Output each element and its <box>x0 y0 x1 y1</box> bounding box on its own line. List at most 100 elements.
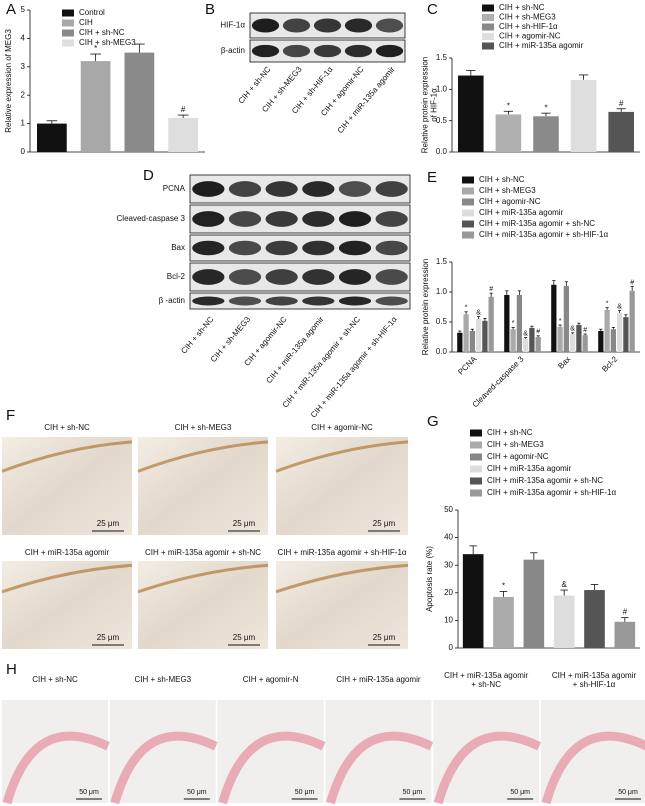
bar <box>570 334 576 352</box>
significance-mark: * <box>94 44 97 53</box>
legend-swatch <box>470 477 482 485</box>
legend-swatch <box>482 23 494 31</box>
significance-mark: # <box>630 279 634 286</box>
legend-swatch <box>462 220 474 228</box>
bar <box>582 335 588 352</box>
blot-band <box>265 240 298 256</box>
vessel-wall <box>541 731 645 805</box>
blot-band <box>375 296 408 306</box>
legend-swatch <box>62 29 74 37</box>
micrograph <box>138 437 268 535</box>
blot-band <box>192 269 225 285</box>
scale-label: 50 μm <box>403 789 423 796</box>
blot-lane-label: CIH + miR-135a agomir + sh-NC <box>281 315 363 410</box>
bar <box>469 331 475 352</box>
tissue-edge <box>137 563 269 594</box>
y-tick-label: 5 <box>21 5 26 14</box>
legend-label: CIH + miR-135a agomir <box>487 464 572 473</box>
micrograph-caption: CIH + agomir-NC <box>311 423 373 432</box>
panel-label: F <box>6 407 15 424</box>
blot-strip <box>189 262 411 292</box>
blot-band <box>344 44 373 58</box>
legend-label: CIH + miR-135a agomir + sh-NC <box>479 219 595 228</box>
micrograph-caption: CIH + miR-135a agomir <box>336 675 421 684</box>
bar <box>462 554 484 648</box>
y-tick-label: 3 <box>21 62 26 71</box>
bar <box>482 320 488 352</box>
blot-band <box>375 240 408 256</box>
legend-label: CIH + sh-MEG3 <box>479 186 536 195</box>
bar <box>535 337 541 352</box>
legend-label: CIH + sh-NC <box>499 3 545 12</box>
panel-label: D <box>143 167 154 184</box>
y-tick-label: 50 <box>444 505 453 514</box>
scale-label: 25 μm <box>373 519 396 528</box>
legend-swatch <box>62 9 74 17</box>
significance-mark: & <box>617 303 622 310</box>
blot-band <box>265 296 298 306</box>
scale-label: 25 μm <box>373 633 396 642</box>
bar <box>37 123 67 152</box>
blot-lane-label: CIH + sh-NC <box>179 315 215 356</box>
y-tick-label: 2 <box>21 90 26 99</box>
y-axis-label: Apoptosis rate (%) <box>425 546 434 612</box>
significance-mark: # <box>489 286 493 293</box>
legend-swatch <box>470 453 482 461</box>
blot-band <box>338 296 372 306</box>
blot-band <box>192 240 225 256</box>
scale-label: 50 μm <box>295 789 315 796</box>
bar <box>495 114 522 152</box>
panel-label: B <box>205 1 215 18</box>
y-tick-label: 0.0 <box>436 147 448 156</box>
significance-mark: * <box>559 318 562 325</box>
bar <box>457 332 463 352</box>
legend-label: CIH + miR-135a agomir + sh-HIF-1α <box>479 230 608 239</box>
y-tick-label: 4 <box>21 34 26 43</box>
panel-label: G <box>427 413 439 430</box>
y-tick-label: 0.5 <box>436 116 448 125</box>
significance-mark: * <box>606 300 609 307</box>
blot-band <box>192 211 225 227</box>
legend-swatch <box>62 39 74 47</box>
legend-swatch <box>470 489 482 497</box>
legend-swatch <box>482 42 494 50</box>
legend-label: CIH + sh-MEG3 <box>499 13 556 22</box>
panel-label: H <box>6 661 17 678</box>
blot-band <box>282 44 311 58</box>
bar <box>493 596 514 648</box>
bar <box>576 325 582 352</box>
bar <box>488 296 494 352</box>
legend-swatch <box>462 187 474 195</box>
micrograph-caption: CIH + miR-135a agomir + sh-HIF-1α <box>277 548 406 557</box>
significance-mark: * <box>512 320 515 327</box>
bar <box>510 329 516 352</box>
blot-row-label: β-actin <box>221 46 245 55</box>
blot-row-label: β -actin <box>159 296 185 305</box>
micrograph <box>2 700 108 803</box>
bar <box>168 117 198 152</box>
blot-band <box>302 240 335 256</box>
blot-row-label: Cleaved-caspase 3 <box>117 214 186 223</box>
blot-strip <box>189 174 411 204</box>
blot-row-label: HIF-1α <box>220 21 245 30</box>
micrograph <box>325 700 432 803</box>
blot-band <box>375 269 408 285</box>
legend-swatch <box>482 14 494 21</box>
y-tick-label: 1.0 <box>436 84 448 93</box>
blot-band <box>302 211 335 227</box>
legend-label: CIH + miR-135a agomir + sh-NC <box>487 476 603 485</box>
significance-mark: # <box>536 329 540 336</box>
significance-mark: * <box>544 103 547 112</box>
legend-label: CIH + miR-135a agomir <box>479 208 564 217</box>
scale-label: 25 μm <box>97 519 120 528</box>
tissue-edge <box>275 563 409 594</box>
blot-lane-label: CIH + miR-135a agomir <box>336 65 397 136</box>
legend-swatch <box>482 33 494 40</box>
tissue-edge <box>137 440 269 473</box>
tissue-edge <box>1 440 133 473</box>
y-tick-label: 0.5 <box>436 317 448 326</box>
legend-label: CIH + agomir-NC <box>487 452 549 461</box>
legend-label: CIH + sh-NC <box>79 28 125 37</box>
x-tick-label: Cleaved-caspase 3 <box>471 354 526 409</box>
legend-label: Control <box>79 8 105 17</box>
